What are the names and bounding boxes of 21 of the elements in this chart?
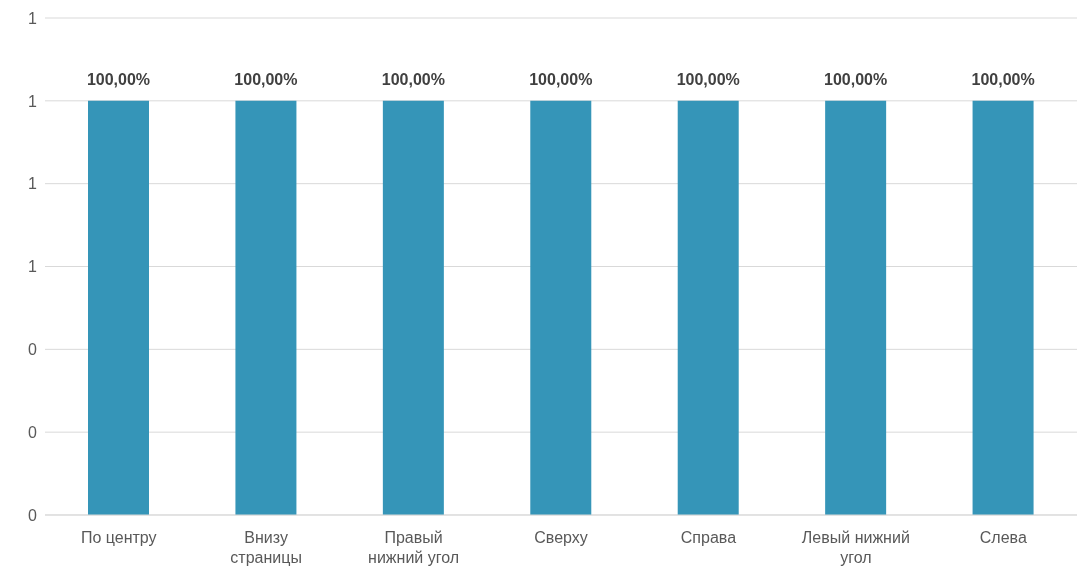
data-label: 100,00% bbox=[529, 70, 593, 88]
x-tick-label: Слева bbox=[979, 529, 1027, 546]
y-tick-label: 0 bbox=[28, 341, 38, 359]
data-label: 100,00% bbox=[676, 70, 740, 88]
x-tick-label: Справа bbox=[680, 529, 737, 546]
x-tick-label: Внизу страницы bbox=[230, 529, 302, 566]
y-tick-label: 1 bbox=[28, 9, 38, 27]
y-tick-label: 1 bbox=[28, 258, 38, 276]
data-label: 100,00% bbox=[824, 70, 888, 88]
y-tick-label: 0 bbox=[28, 506, 38, 524]
y-tick-label: 0 bbox=[28, 423, 38, 441]
data-label: 100,00% bbox=[234, 70, 298, 88]
y-tick-label: 1 bbox=[28, 92, 38, 110]
y-tick-label: 1 bbox=[28, 175, 38, 193]
data-label: 100,00% bbox=[971, 70, 1035, 88]
x-tick-label: Сверху bbox=[534, 529, 588, 546]
x-tick-label: Правый нижний угол bbox=[368, 529, 460, 566]
data-label: 100,00% bbox=[86, 70, 151, 88]
x-tick-label: Левый нижний угол bbox=[801, 529, 910, 566]
x-tick-label: По центру bbox=[80, 529, 157, 546]
data-label: 100,00% bbox=[381, 70, 445, 88]
